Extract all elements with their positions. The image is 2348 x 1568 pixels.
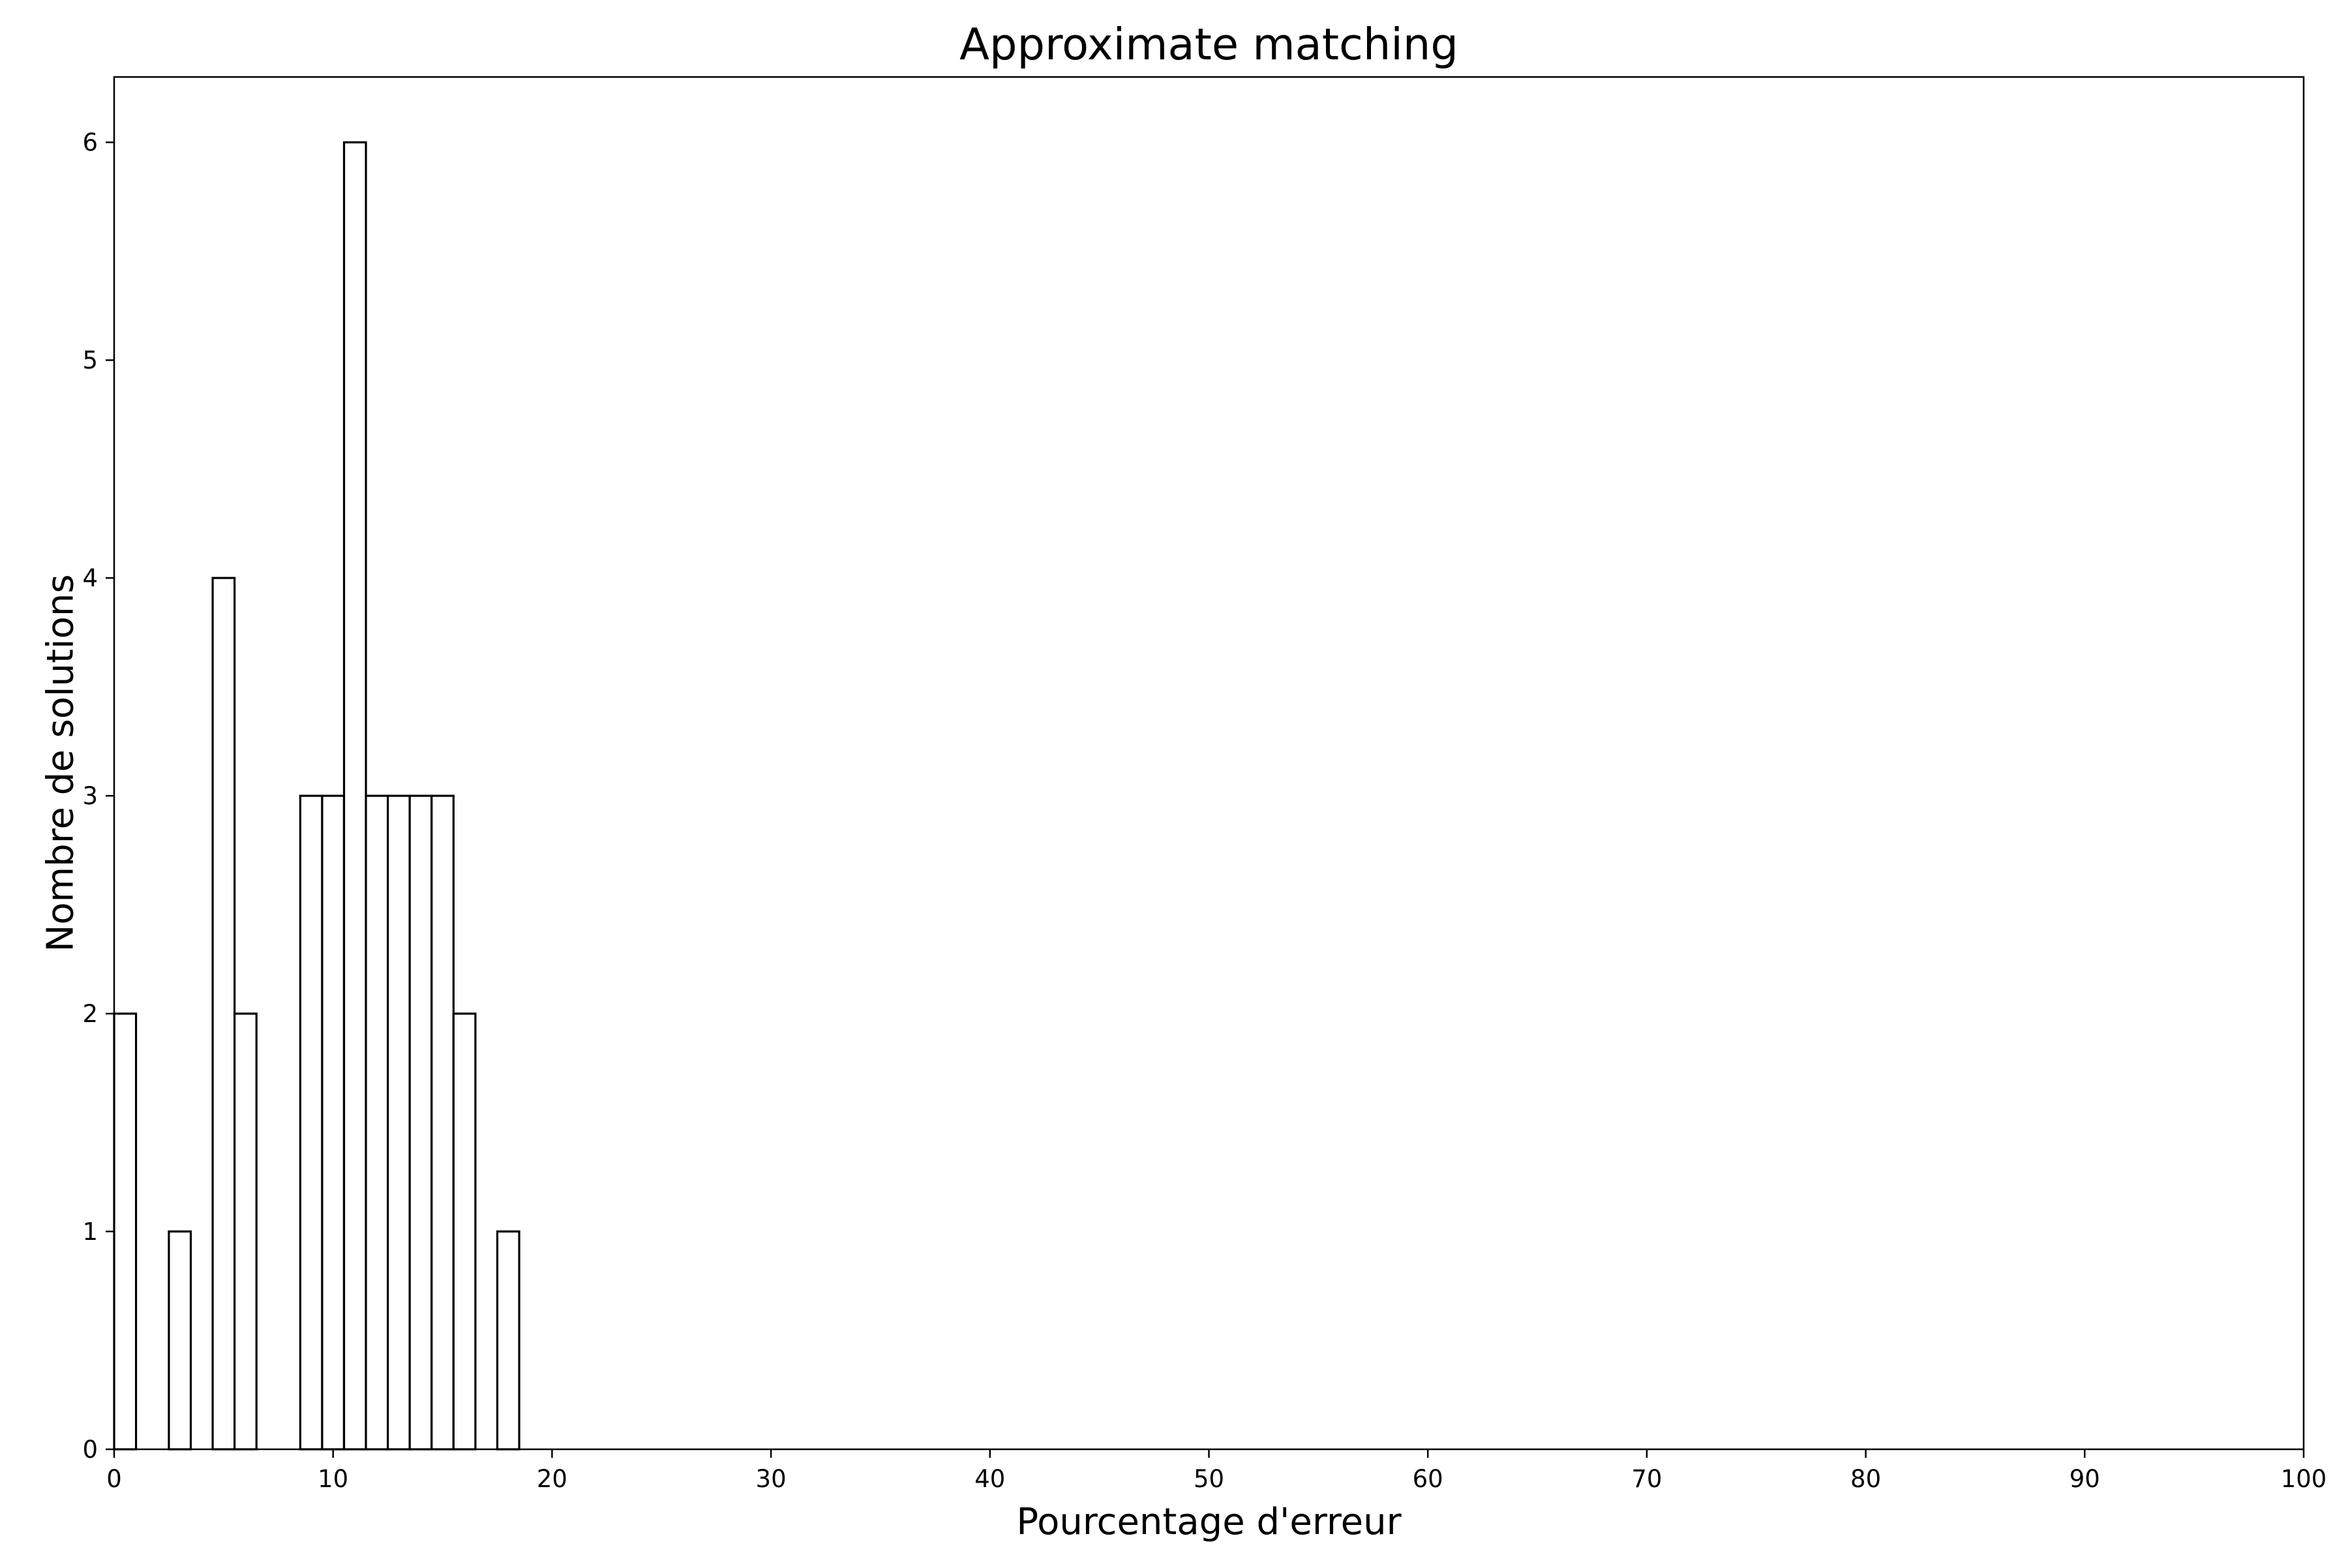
histogram-bar — [408, 794, 433, 1451]
x-tick-label: 100 — [2281, 1465, 2327, 1493]
y-tick-label: 4 — [82, 564, 98, 592]
chart-title: Approximate matching — [959, 19, 1458, 70]
histogram-bar — [387, 794, 411, 1451]
x-axis-label: Pourcentage d'erreur — [1016, 1501, 1402, 1543]
histogram-bar — [211, 577, 236, 1451]
plot-area-frame — [113, 76, 2305, 1451]
x-tick-label: 70 — [1631, 1465, 1662, 1493]
x-tick-label: 10 — [318, 1465, 348, 1493]
bars-group — [113, 141, 520, 1451]
x-axis-ticks: 0 10 20 30 40 50 60 70 80 90 100 — [106, 1449, 2326, 1493]
histogram-bar — [233, 1012, 258, 1451]
x-tick-label: 90 — [2070, 1465, 2100, 1493]
x-tick-label: 0 — [106, 1465, 122, 1493]
histogram-bar — [496, 1230, 520, 1451]
x-tick-label: 50 — [1194, 1465, 1224, 1493]
y-axis-ticks: 0 1 2 3 4 5 6 — [82, 128, 114, 1464]
histogram-bar — [342, 141, 367, 1451]
histogram-bar — [299, 794, 324, 1451]
histogram-bar — [430, 794, 455, 1451]
y-tick-label: 2 — [82, 1000, 98, 1028]
histogram-bar — [168, 1230, 192, 1451]
x-tick-label: 80 — [1850, 1465, 1881, 1493]
histogram-bar — [113, 1012, 138, 1451]
y-tick-label: 5 — [82, 346, 98, 374]
y-tick-label: 6 — [82, 128, 98, 157]
x-tick-label: 30 — [756, 1465, 787, 1493]
y-tick-label: 0 — [82, 1436, 98, 1464]
x-tick-label: 40 — [974, 1465, 1005, 1493]
histogram-bar — [321, 794, 346, 1451]
x-tick-label: 60 — [1413, 1465, 1443, 1493]
histogram-bar — [365, 794, 389, 1451]
y-tick-label: 1 — [82, 1218, 98, 1246]
y-tick-label: 3 — [82, 782, 98, 810]
y-axis-label: Nombre de solutions — [40, 574, 82, 952]
histogram-bar — [452, 1012, 477, 1451]
x-tick-label: 20 — [537, 1465, 567, 1493]
